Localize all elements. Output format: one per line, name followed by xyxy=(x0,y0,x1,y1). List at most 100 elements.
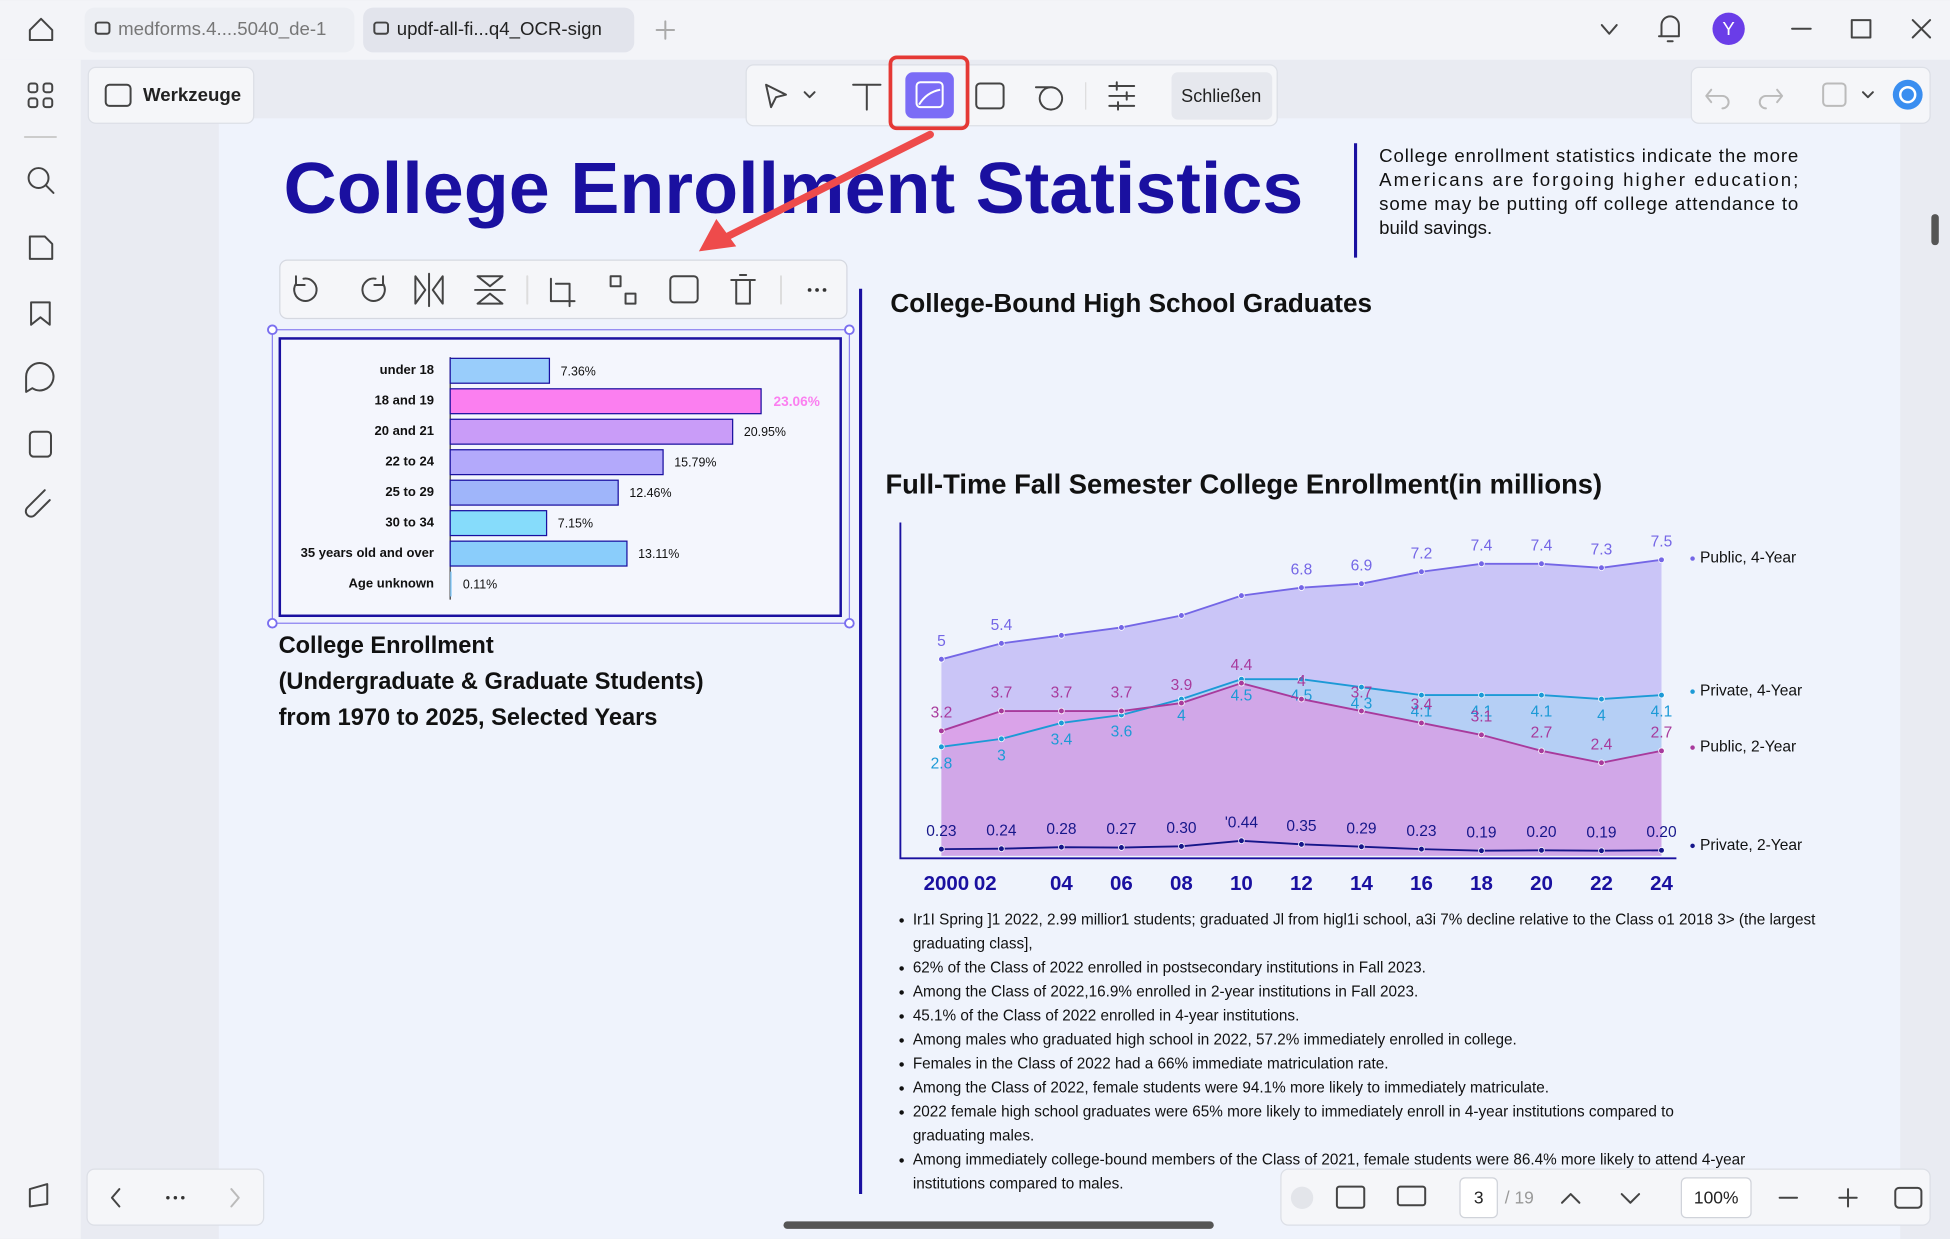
selection[interactable] xyxy=(271,329,851,624)
ai-icon xyxy=(1899,85,1917,104)
selection-handles[interactable] xyxy=(267,324,855,629)
page-down[interactable] xyxy=(1620,1193,1641,1204)
delete[interactable] xyxy=(730,274,756,305)
flip-horizontal[interactable] xyxy=(414,272,444,308)
bullet-text: 2022 female high school graduates were 6… xyxy=(913,1104,1674,1121)
extract[interactable] xyxy=(669,275,699,304)
page-up[interactable] xyxy=(1560,1193,1581,1204)
data-point xyxy=(1358,683,1365,691)
redo[interactable] xyxy=(1758,88,1784,110)
apps-icon[interactable] xyxy=(27,82,39,94)
x-tick-label: 08 xyxy=(1170,872,1193,895)
bar xyxy=(449,479,619,506)
save-dropdown[interactable] xyxy=(1861,91,1874,99)
theme-icon[interactable] xyxy=(28,1183,49,1208)
series-area xyxy=(941,683,1662,856)
data-point xyxy=(1118,707,1125,715)
rotate-right[interactable] xyxy=(361,275,386,302)
data-label: 0.19 xyxy=(1586,824,1616,841)
section-heading: College-Bound High School Graduates xyxy=(890,288,1372,318)
intro-line: College enrollment statistics indicate t… xyxy=(1379,145,1798,166)
data-point xyxy=(1478,731,1485,739)
tools-button[interactable] xyxy=(87,66,255,124)
select-dropdown[interactable] xyxy=(803,91,816,99)
prev-page[interactable] xyxy=(110,1188,121,1208)
data-point xyxy=(1538,847,1545,854)
flip-vertical[interactable] xyxy=(474,275,506,305)
home-button[interactable] xyxy=(28,17,54,41)
page-input[interactable] xyxy=(1459,1177,1498,1219)
legend-label: Private, 2-Year xyxy=(1700,837,1802,854)
comments-icon[interactable] xyxy=(25,362,55,393)
save[interactable] xyxy=(1822,82,1847,107)
legend-marker xyxy=(1690,843,1695,849)
tab[interactable] xyxy=(84,7,355,53)
presentation[interactable] xyxy=(1396,1185,1427,1207)
bullet xyxy=(899,1062,904,1067)
data-point xyxy=(1358,843,1365,850)
pages-icon[interactable] xyxy=(28,235,54,260)
bar-value: 0.11% xyxy=(463,578,497,592)
replace[interactable] xyxy=(609,275,622,288)
more[interactable] xyxy=(807,288,812,292)
bookmark-icon[interactable] xyxy=(30,301,51,326)
data-point xyxy=(1178,612,1185,619)
chart-caption: (Undergraduate & Graduate Students) xyxy=(279,669,704,695)
text-tool[interactable] xyxy=(852,83,882,111)
data-label: 2.7 xyxy=(1651,725,1673,742)
tab-active[interactable] xyxy=(363,7,635,53)
select-tool[interactable] xyxy=(765,83,787,109)
settings-tool[interactable] xyxy=(1108,81,1136,111)
actual-size[interactable] xyxy=(1894,1186,1923,1209)
data-label: 3.7 xyxy=(1051,685,1073,702)
new-tab[interactable] xyxy=(655,20,676,40)
line-chart-axes xyxy=(899,522,1677,860)
ai-assistant[interactable] xyxy=(1892,79,1923,110)
form-icon[interactable] xyxy=(28,430,52,458)
zoom-input[interactable] xyxy=(1680,1177,1752,1219)
zoom-in[interactable] xyxy=(1838,1188,1858,1208)
x-tick-label: 24 xyxy=(1650,872,1673,895)
dropdown[interactable] xyxy=(1600,24,1618,35)
notifications[interactable] xyxy=(1657,15,1680,43)
attachment-icon[interactable] xyxy=(24,489,51,518)
next-page[interactable] xyxy=(230,1188,240,1208)
link-tool[interactable] xyxy=(975,82,1005,110)
rotate-left[interactable] xyxy=(293,275,318,302)
bar-value: 7.15% xyxy=(558,517,593,531)
data-label: 0.19 xyxy=(1466,824,1496,841)
page-layout[interactable] xyxy=(1335,1185,1366,1209)
data-point xyxy=(1298,841,1305,848)
data-label: 7.4 xyxy=(1471,537,1493,554)
collapse[interactable] xyxy=(1290,1186,1314,1209)
edit-toolbar xyxy=(745,64,1278,127)
close-button[interactable] xyxy=(1171,72,1273,120)
bullet-text: Among the Class of 2022,16.9% enrolled i… xyxy=(913,983,1418,1000)
close-window[interactable] xyxy=(1911,19,1932,39)
bullet xyxy=(899,1158,904,1163)
more-nav[interactable] xyxy=(166,1196,170,1200)
bar-value: 15.79% xyxy=(674,456,716,470)
data-point xyxy=(1658,747,1665,755)
image-toolbar xyxy=(279,259,848,320)
bullet xyxy=(899,1110,904,1115)
data-point xyxy=(1598,695,1605,703)
crop[interactable] xyxy=(549,277,576,308)
data-label: 7.5 xyxy=(1651,534,1673,551)
bullet-text: Among immediately college-bound members … xyxy=(913,1152,1745,1169)
v-scrollbar[interactable] xyxy=(1931,214,1939,246)
search-icon[interactable] xyxy=(27,167,50,189)
stamp-tool[interactable] xyxy=(1034,86,1064,111)
data-label: 3.7 xyxy=(1111,685,1133,702)
bar-label: 20 and 21 xyxy=(375,423,434,438)
maximize[interactable] xyxy=(1850,19,1872,39)
image-tool[interactable] xyxy=(905,72,954,119)
avatar[interactable] xyxy=(1712,12,1745,45)
data-point xyxy=(1478,847,1485,854)
undo[interactable] xyxy=(1705,88,1730,110)
data-point xyxy=(1058,719,1065,727)
x-tick-label: 20 xyxy=(1530,872,1553,895)
h-scrollbar[interactable] xyxy=(783,1221,1214,1229)
data-point xyxy=(1298,695,1305,703)
sidebar-icons xyxy=(23,82,57,1208)
